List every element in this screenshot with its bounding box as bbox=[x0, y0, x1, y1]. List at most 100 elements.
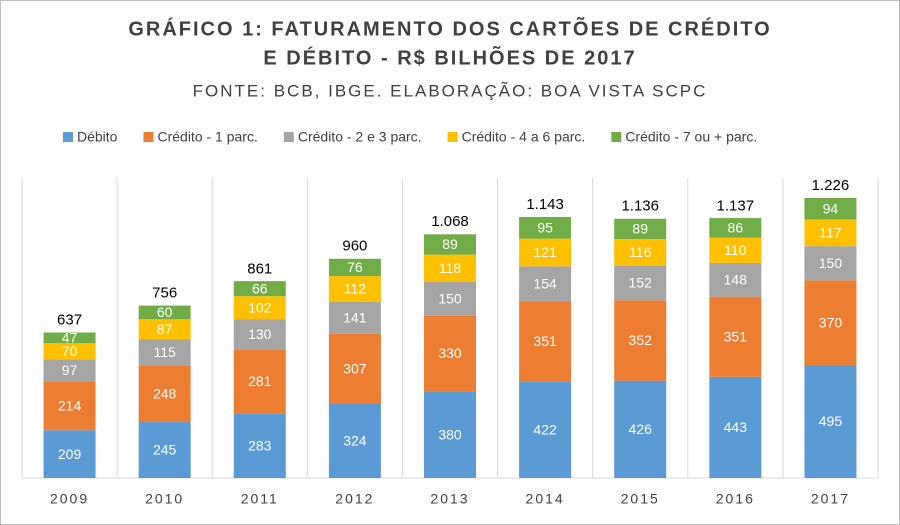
x-tick-label: 2015 bbox=[621, 491, 660, 507]
bar-segment bbox=[804, 364, 857, 478]
bar-segment bbox=[43, 359, 96, 382]
data-label: 324 bbox=[343, 433, 367, 449]
data-label: 110 bbox=[724, 242, 747, 258]
bar-segment bbox=[424, 315, 476, 392]
bar-segment bbox=[519, 266, 572, 302]
legend-swatch bbox=[143, 132, 154, 142]
bar-segment bbox=[138, 422, 191, 478]
data-label: 70 bbox=[62, 343, 78, 359]
bar-segment bbox=[233, 349, 286, 414]
data-label: 66 bbox=[252, 280, 268, 296]
data-label: 87 bbox=[157, 321, 173, 337]
data-label: 351 bbox=[724, 328, 748, 344]
data-label: 60 bbox=[157, 304, 173, 320]
data-label: 47 bbox=[62, 330, 78, 346]
bar-segment bbox=[43, 430, 96, 478]
bar-segment bbox=[138, 319, 191, 340]
legend-label: Crédito - 1 parc. bbox=[157, 129, 257, 145]
total-label: 756 bbox=[152, 284, 177, 301]
total-label: 1.143 bbox=[526, 196, 564, 213]
total-label: 1.137 bbox=[717, 197, 755, 214]
bar-segment bbox=[43, 381, 96, 431]
data-label: 115 bbox=[154, 344, 177, 360]
bar-segment bbox=[709, 262, 762, 297]
data-label: 426 bbox=[629, 421, 653, 437]
data-label: 148 bbox=[724, 271, 748, 287]
data-label: 121 bbox=[533, 244, 557, 260]
data-label: 116 bbox=[629, 244, 652, 260]
bar-segment bbox=[424, 281, 476, 316]
data-label: 117 bbox=[819, 225, 842, 241]
chart-title: E DÉBITO - R$ BILHÕES DE 2017 bbox=[263, 45, 636, 69]
total-label: 960 bbox=[342, 238, 367, 255]
legend-swatch bbox=[63, 132, 73, 142]
bar-segment bbox=[614, 265, 667, 301]
chart-subtitle: FONTE: BCB, IBGE. ELABORAÇÃO: BOA VISTA … bbox=[193, 81, 708, 100]
data-label: 118 bbox=[439, 260, 462, 276]
data-label: 330 bbox=[438, 345, 462, 361]
bar-segment bbox=[138, 365, 191, 423]
bar-segment bbox=[328, 276, 381, 302]
bar-segment bbox=[614, 239, 667, 266]
x-tick-label: 2009 bbox=[50, 491, 89, 507]
data-label: 112 bbox=[344, 281, 367, 297]
bar-segment bbox=[233, 319, 286, 350]
bar-segment bbox=[519, 238, 572, 267]
total-label: 637 bbox=[57, 311, 82, 328]
bar-segment bbox=[709, 237, 762, 263]
data-label: 307 bbox=[343, 361, 367, 377]
data-label: 380 bbox=[438, 426, 462, 442]
x-tick-label: 2017 bbox=[811, 491, 850, 507]
data-label: 150 bbox=[438, 290, 462, 306]
legend-label: Débito bbox=[77, 129, 118, 145]
data-label: 150 bbox=[819, 255, 843, 271]
bar-segment bbox=[233, 281, 286, 297]
data-label: 248 bbox=[153, 385, 177, 401]
data-label: 95 bbox=[537, 220, 553, 236]
bar-segment bbox=[804, 280, 857, 365]
data-label: 209 bbox=[58, 446, 82, 462]
bar-segment bbox=[328, 404, 381, 478]
bar-segment bbox=[519, 216, 572, 239]
data-label: 86 bbox=[728, 220, 744, 236]
bar-segment bbox=[519, 301, 572, 382]
data-label: 154 bbox=[533, 276, 557, 292]
bar-segment bbox=[328, 333, 381, 405]
data-label: 422 bbox=[533, 422, 557, 438]
bar-segment bbox=[424, 391, 476, 478]
bar-segment bbox=[709, 296, 762, 377]
bar-segment bbox=[328, 301, 381, 334]
bar-segment bbox=[138, 339, 191, 366]
bar-segment bbox=[233, 296, 286, 320]
bar-segment bbox=[138, 305, 191, 320]
bar-segment bbox=[709, 376, 762, 478]
data-label: 352 bbox=[629, 332, 653, 348]
legend-label: Crédito - 7 ou + parc. bbox=[625, 129, 757, 145]
data-label: 130 bbox=[248, 326, 272, 342]
data-label: 94 bbox=[823, 200, 839, 216]
legend-label: Crédito - 2 e 3 parc. bbox=[298, 129, 422, 145]
total-label: 1.136 bbox=[621, 198, 659, 215]
data-label: 495 bbox=[819, 413, 843, 429]
x-tick-label: 2010 bbox=[145, 491, 184, 507]
x-tick-label: 2012 bbox=[335, 491, 374, 507]
data-label: 97 bbox=[62, 362, 78, 378]
data-label: 443 bbox=[724, 419, 748, 435]
bar-segment bbox=[519, 381, 572, 478]
data-label: 245 bbox=[153, 442, 177, 458]
data-label: 76 bbox=[347, 259, 363, 275]
bar-segment bbox=[328, 258, 381, 277]
total-label: 1.226 bbox=[812, 177, 850, 194]
legend-swatch bbox=[447, 132, 458, 142]
bar-segment bbox=[614, 380, 667, 478]
data-label: 370 bbox=[819, 314, 843, 330]
data-label: 102 bbox=[248, 300, 272, 316]
bar-segment bbox=[614, 218, 667, 240]
bar-segment bbox=[43, 343, 96, 360]
bar-segment bbox=[424, 234, 476, 255]
data-label: 351 bbox=[533, 333, 557, 349]
data-label: 281 bbox=[248, 373, 272, 389]
bar-segment bbox=[804, 219, 857, 247]
bar-segment bbox=[424, 254, 476, 282]
